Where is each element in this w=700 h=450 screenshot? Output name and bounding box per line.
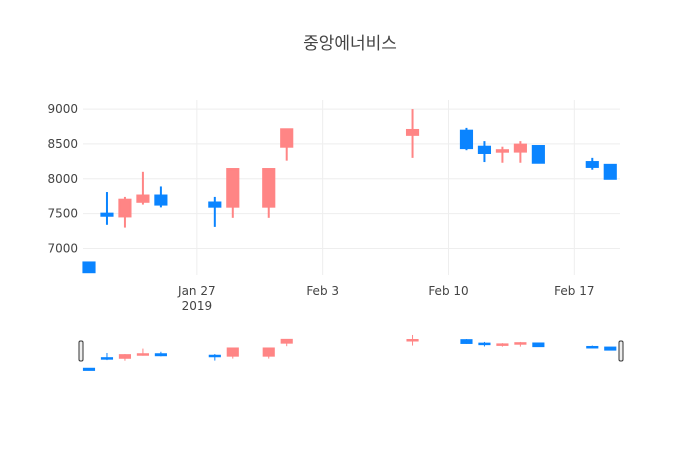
x-tick-label: Jan 27 2019 bbox=[177, 284, 216, 313]
y-tick-label: 9000 bbox=[47, 102, 78, 116]
candle-body bbox=[82, 367, 96, 371]
candle-body bbox=[478, 342, 491, 346]
candle-body bbox=[226, 168, 240, 208]
y-tick-label: 7500 bbox=[47, 207, 78, 221]
rangeslider-handle[interactable] bbox=[78, 340, 84, 362]
candle-body bbox=[496, 343, 509, 346]
candle-body bbox=[586, 345, 599, 349]
candle-body bbox=[208, 354, 221, 358]
x-tick-label: Feb 17 bbox=[554, 284, 594, 298]
candle-body bbox=[136, 194, 150, 203]
candle-body bbox=[154, 353, 167, 357]
candle-body bbox=[100, 212, 114, 217]
candle-body bbox=[118, 354, 132, 359]
candle-body bbox=[82, 261, 96, 274]
candle-body bbox=[513, 143, 527, 153]
candle-body bbox=[495, 149, 509, 153]
candle-body bbox=[585, 161, 599, 168]
candle-body bbox=[459, 129, 474, 150]
y-tick-label: 8500 bbox=[47, 137, 78, 151]
candle-body bbox=[405, 128, 420, 136]
candle-body bbox=[154, 194, 168, 206]
candle-body bbox=[208, 201, 222, 208]
candle-body bbox=[514, 342, 527, 345]
rangeslider-handle[interactable] bbox=[618, 340, 624, 362]
x-tick-label: Feb 10 bbox=[428, 284, 468, 298]
candle-body bbox=[406, 339, 419, 342]
candle-body bbox=[262, 168, 276, 208]
candle-body bbox=[603, 163, 617, 180]
candle-body bbox=[531, 145, 545, 164]
candle-body bbox=[100, 357, 114, 360]
candle-body bbox=[477, 145, 492, 154]
candle-body bbox=[262, 347, 275, 357]
x-tick-label: Feb 3 bbox=[306, 284, 339, 298]
candle-body bbox=[532, 342, 545, 348]
candle-body bbox=[280, 338, 293, 344]
rangeslider-bg bbox=[80, 330, 623, 374]
chart-title: 중앙에너비스 bbox=[303, 34, 397, 54]
candle-body bbox=[118, 198, 132, 218]
candle-body bbox=[280, 128, 294, 148]
candle-body bbox=[460, 339, 473, 344]
candle-body bbox=[604, 346, 617, 351]
y-tick-label: 7000 bbox=[47, 242, 78, 256]
candle-body bbox=[226, 347, 239, 357]
candle-body bbox=[136, 353, 149, 356]
y-tick-label: 8000 bbox=[47, 172, 78, 186]
